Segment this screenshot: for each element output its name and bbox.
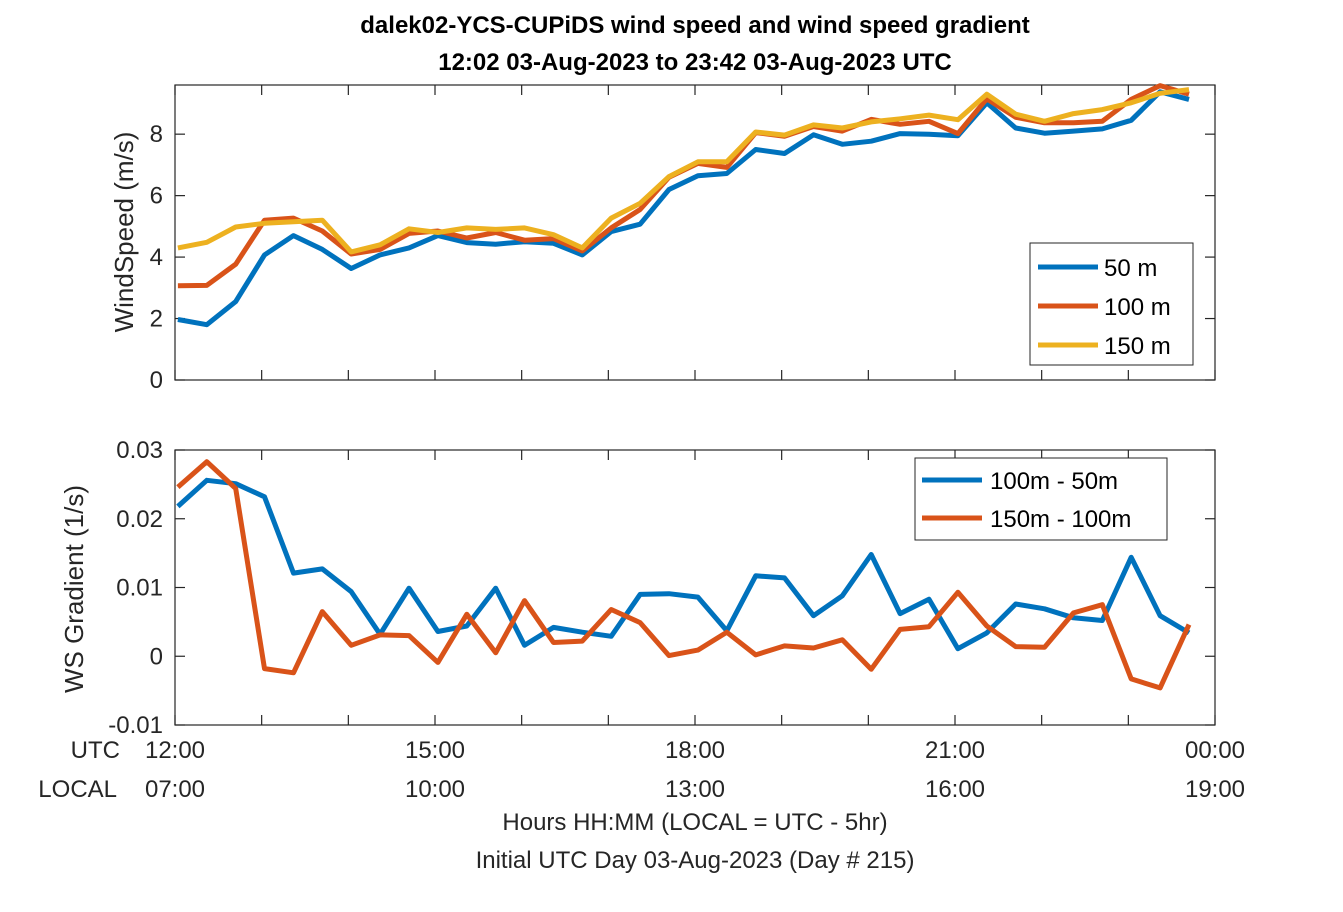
- gradient-legend: 100m - 50m 150m - 100m: [914, 457, 1168, 541]
- local-tick-label: 07:00: [145, 776, 205, 803]
- gradient-ytick-label: 0.01: [116, 575, 163, 602]
- gradient-y-axis-label: WS Gradient (1/s): [59, 485, 89, 693]
- gradient-ytick-label: 0.02: [116, 506, 163, 533]
- windspeed-legend: 50 m 100 m 150 m: [1029, 242, 1194, 366]
- windspeed-ytick-label: 6: [150, 183, 163, 210]
- utc-tick-label: 15:00: [405, 737, 465, 764]
- legend-label-50m: 50 m: [1104, 255, 1157, 282]
- gradient-axes: -0.01 0 0.01 0.02 0.03 WS Gradient (1/s) 100…: [59, 437, 1216, 739]
- figure-title-line2: 12:02 03-Aug-2023 to 23:42 03-Aug-2023 U…: [438, 49, 952, 76]
- local-tick-label: 10:00: [405, 776, 465, 803]
- legend-label-150m: 150 m: [1104, 333, 1171, 360]
- windspeed-y-axis-label: WindSpeed (m/s): [109, 132, 139, 333]
- gradient-series-line-0: [176, 477, 1191, 652]
- utc-tick-label: 12:00: [145, 737, 205, 764]
- gradient-legend-box: [914, 457, 1168, 541]
- utc-tick-label: 00:00: [1185, 737, 1245, 764]
- windspeed-series-line-2: [177, 87, 1190, 255]
- legend-label-100m: 100 m: [1104, 294, 1171, 321]
- gradient-ytick-label: -0.01: [108, 712, 163, 739]
- local-tick-label: 16:00: [925, 776, 985, 803]
- x-axis-label-line2: Initial UTC Day 03-Aug-2023 (Day # 215): [476, 847, 915, 874]
- gradient-axis-ticks: -0.01 0 0.01 0.02 0.03: [108, 437, 1216, 739]
- utc-tick-labels: 12:00 15:00 18:00 21:00 00:00: [145, 737, 1245, 764]
- figure-title-line1: dalek02-YCS-CUPiDS wind speed and wind s…: [360, 12, 1029, 39]
- utc-tick-label: 21:00: [925, 737, 985, 764]
- legend-label-100m-50m: 100m - 50m: [990, 468, 1118, 495]
- x-axis-label-line1: Hours HH:MM (LOCAL = UTC - 5hr): [502, 809, 887, 836]
- windspeed-series-line-0: [177, 89, 1190, 328]
- windspeed-axis-ticks: 0 2 4 6 8: [150, 85, 1216, 394]
- gradient-series-group: [176, 459, 1192, 691]
- windspeed-axes: 0 2 4 6 8 WindSpeed (m/s) 50 m 100 m 150 m: [109, 83, 1216, 394]
- gradient-ytick-label: 0.03: [116, 437, 163, 464]
- utc-row-label: UTC: [71, 737, 120, 764]
- windspeed-series-group: [177, 83, 1190, 328]
- local-tick-label: 13:00: [665, 776, 725, 803]
- gradient-ytick-label: 0: [150, 643, 163, 670]
- local-row-label: LOCAL: [38, 776, 117, 803]
- windspeed-ytick-label: 4: [150, 244, 163, 271]
- legend-label-150m-100m: 150m - 100m: [990, 506, 1131, 533]
- windspeed-ytick-label: 8: [150, 121, 163, 148]
- local-tick-label: 19:00: [1185, 776, 1245, 803]
- windspeed-ytick-label: 2: [150, 306, 163, 333]
- utc-tick-label: 18:00: [665, 737, 725, 764]
- gradient-series-line-1: [176, 459, 1192, 691]
- local-tick-labels: 07:00 10:00 13:00 16:00 19:00: [145, 776, 1245, 803]
- windspeed-ytick-label: 0: [150, 367, 163, 394]
